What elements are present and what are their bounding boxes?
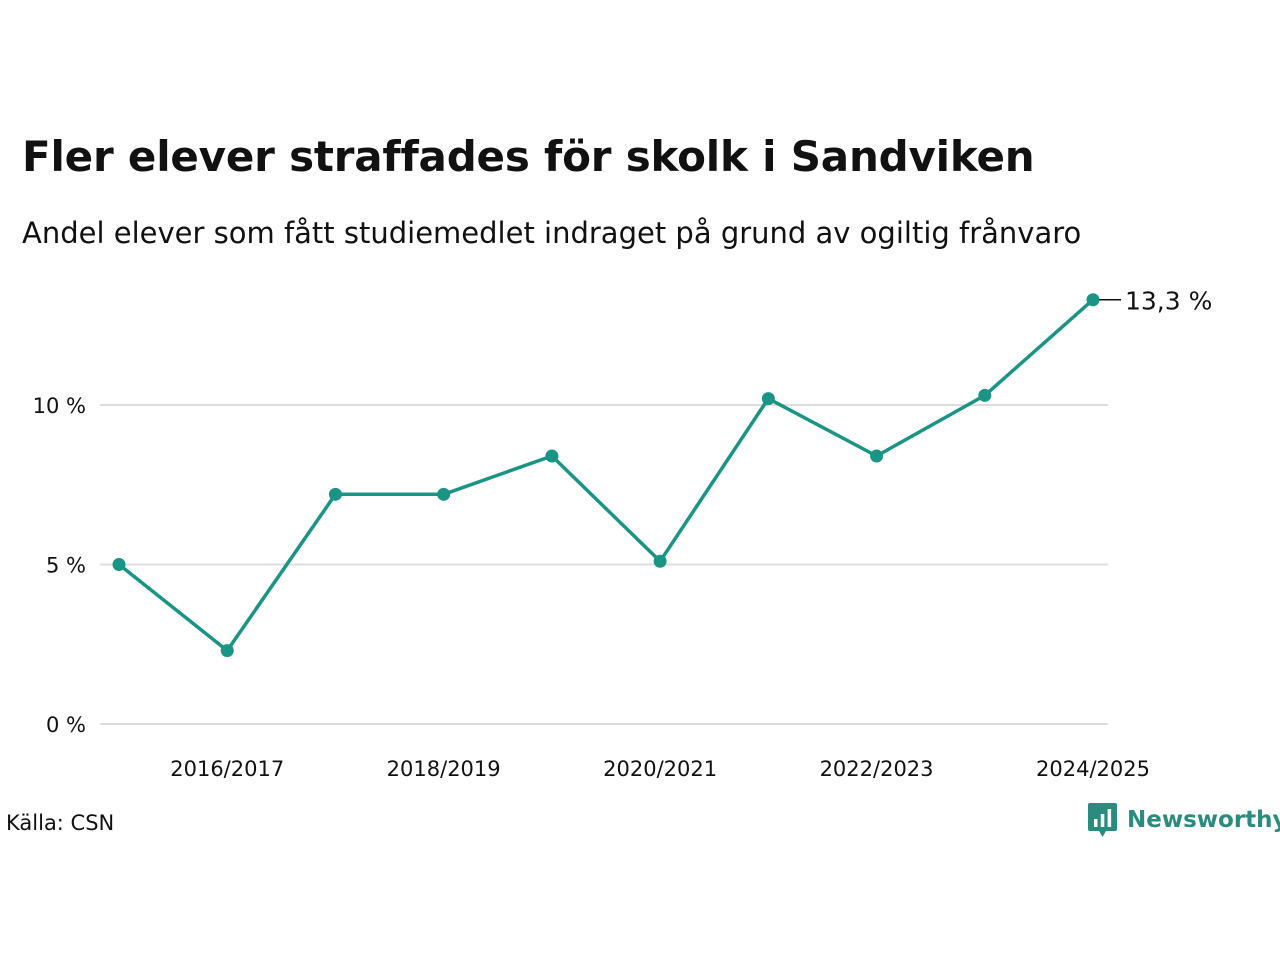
y-tick-label: 0 % (46, 713, 86, 737)
series-line (117, 297, 1095, 653)
data-point-2023/2024 (978, 388, 992, 402)
gridlines (100, 404, 1108, 725)
data-point-2024/2025 (1086, 293, 1100, 307)
x-tick-label: 2020/2021 (603, 757, 717, 781)
brand-logo: Newsworthy (1088, 802, 1280, 838)
x-tick-label: 2018/2019 (387, 757, 501, 781)
y-tick-label: 5 % (46, 554, 86, 578)
brand-name: Newsworthy (1127, 807, 1280, 833)
data-point-2015/2016 (112, 558, 126, 571)
data-point-2018/2019 (437, 487, 451, 501)
series-line-group (117, 297, 1095, 653)
annotation-label: 13,3 % (1125, 287, 1212, 316)
y-tick-label: 10 % (33, 394, 86, 418)
x-tick-label: 2016/2017 (170, 757, 284, 781)
chart-title: Fler elever straffades för skolk i Sandv… (22, 132, 1035, 181)
data-point-2021/2022 (761, 392, 775, 406)
y-axis-ticks: 0 % 5 % 10 % (33, 394, 86, 737)
data-point-2022/2023 (870, 449, 884, 463)
data-point-2016/2017 (220, 644, 234, 658)
annotations: 13,3 % (1099, 287, 1212, 316)
x-tick-label: 2022/2023 (820, 757, 934, 781)
newsworthy-logo-icon (1088, 803, 1117, 837)
source-note: Källa: CSN (6, 811, 115, 835)
data-point-2017/2018 (328, 487, 342, 501)
data-point-2019/2020 (545, 449, 559, 463)
data-points (112, 293, 1100, 658)
data-point-2020/2021 (653, 554, 667, 568)
chart-subtitle: Andel elever som fått studiemedlet indra… (22, 216, 1082, 250)
x-axis-ticks: 2016/2017 2018/2019 2020/2021 2022/2023 2024… (170, 757, 1150, 781)
x-tick-label: 2024/2025 (1036, 757, 1150, 781)
